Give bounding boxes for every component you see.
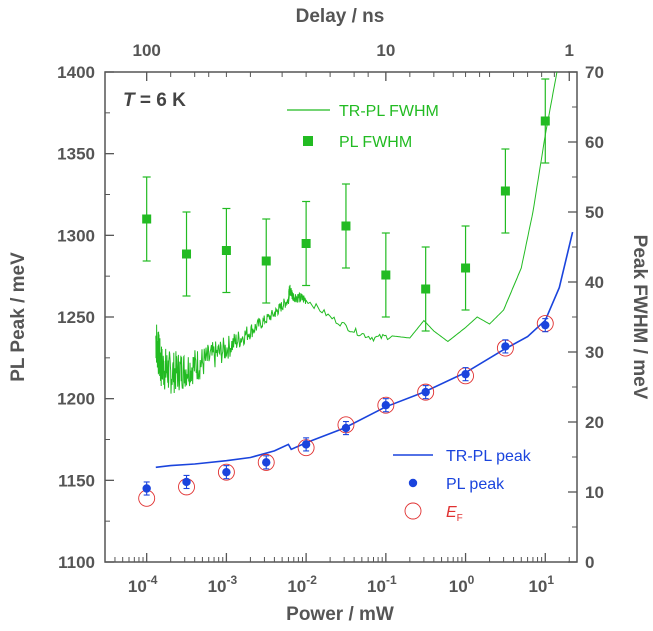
y-left-tick-label: 1200 bbox=[57, 390, 95, 409]
y-left-tick-label: 1150 bbox=[58, 471, 95, 490]
pl-peak-point bbox=[341, 423, 351, 433]
x-tick-exponent: -2 bbox=[306, 573, 317, 587]
legend-label-main: E bbox=[446, 504, 457, 521]
x-top-tick-label: 100 bbox=[132, 41, 160, 60]
y-left-tick-label: 1300 bbox=[57, 226, 95, 245]
legend-circle-swatch bbox=[408, 478, 418, 488]
pl-fwhm-point bbox=[500, 186, 510, 196]
x-top-tick-label: 10 bbox=[376, 41, 395, 60]
y-right-tick-label: 70 bbox=[585, 63, 604, 82]
pl-peak-point bbox=[182, 477, 191, 487]
x-tick-label: 10-2 bbox=[287, 573, 317, 596]
pl-peak-point bbox=[381, 401, 391, 410]
pl-peak-point bbox=[262, 458, 271, 467]
legend-label: TR-PL FWHM bbox=[339, 103, 439, 120]
axis-ticks bbox=[104, 71, 577, 563]
pl-fwhm-point bbox=[421, 284, 431, 294]
legend-label-subscript: F bbox=[457, 513, 463, 524]
y-left-tick-label: 1100 bbox=[58, 553, 95, 572]
y-right-tick-label: 50 bbox=[585, 203, 604, 222]
legend-label: EF bbox=[446, 504, 463, 524]
ef-point bbox=[417, 383, 435, 401]
pl-peak-point bbox=[461, 369, 470, 379]
tr-pl-peak-line bbox=[155, 231, 574, 469]
ef-point bbox=[257, 453, 275, 471]
y-left-tick-label: 1400 bbox=[57, 63, 95, 82]
pl-peak-point bbox=[501, 342, 510, 351]
legend-label: PL FWHM bbox=[339, 134, 412, 151]
pl-fwhm-point bbox=[301, 239, 311, 248]
pl-peak-point bbox=[541, 320, 550, 330]
legend-open-circle-swatch bbox=[404, 502, 422, 520]
pl-fwhm-point bbox=[142, 214, 152, 224]
x-tick-exponent: -1 bbox=[386, 573, 397, 587]
pl-fwhm-point bbox=[341, 221, 351, 231]
y-right-tick-label: 10 bbox=[585, 483, 604, 502]
y-axis-left-title: PL Peak / meV bbox=[8, 252, 29, 382]
pl-peak-point bbox=[421, 387, 430, 397]
pl-fwhm-point bbox=[381, 270, 391, 280]
legend-label: TR-PL peak bbox=[446, 448, 532, 465]
pl-peak-point bbox=[301, 440, 311, 449]
legend-bottom: TR-PL peak PL peak EF bbox=[393, 448, 532, 524]
y-left-tick-label: 1250 bbox=[57, 308, 95, 327]
pl-fwhm-point bbox=[221, 246, 231, 255]
y-left-tick-label: 1350 bbox=[57, 145, 95, 164]
x-top-tick-label: 1 bbox=[565, 41, 574, 60]
x-tick-label: 10-4 bbox=[128, 573, 158, 596]
y-right-tick-label: 30 bbox=[585, 343, 604, 362]
x-axis-bottom-title: Power / mW bbox=[286, 604, 394, 625]
tr-pl-fwhm-line bbox=[155, 71, 558, 394]
pl-fwhm-point bbox=[261, 256, 271, 266]
ef-point bbox=[377, 396, 395, 414]
pl-fwhm-point bbox=[540, 116, 550, 126]
y-right-tick-label: 20 bbox=[585, 413, 604, 432]
x-tick-label: 101 bbox=[528, 573, 554, 596]
pl-fwhm-point bbox=[461, 263, 471, 273]
x-tick-label: 10-3 bbox=[208, 573, 238, 596]
x-tick-label: 100 bbox=[449, 573, 475, 596]
legend-square-swatch bbox=[303, 136, 313, 146]
legend-top: TR-PL FWHM PL FWHM bbox=[287, 103, 439, 151]
temperature-annotation: T = 6 K bbox=[123, 90, 186, 111]
x-tick-exponent: -3 bbox=[227, 573, 238, 587]
pl-peak-point bbox=[222, 467, 231, 477]
x-tick-exponent: 1 bbox=[547, 573, 554, 587]
x-axis-top-title: Delay / ns bbox=[296, 6, 385, 27]
plot-series bbox=[138, 71, 574, 507]
y-right-tick-label: 60 bbox=[585, 133, 604, 152]
ef-point bbox=[217, 463, 235, 481]
y-axis-right-title: Peak FWHM / meV bbox=[629, 235, 650, 400]
x-tick-exponent: 0 bbox=[468, 573, 475, 587]
legend-label: PL peak bbox=[446, 476, 505, 493]
pl-fwhm-point bbox=[182, 249, 192, 259]
x-tick-label: 10-1 bbox=[367, 573, 397, 596]
x-tick-exponent: -4 bbox=[147, 573, 158, 587]
y-right-tick-label: 40 bbox=[585, 273, 604, 292]
y-right-tick-label: 0 bbox=[585, 553, 594, 572]
pl-peak-point bbox=[142, 484, 151, 493]
